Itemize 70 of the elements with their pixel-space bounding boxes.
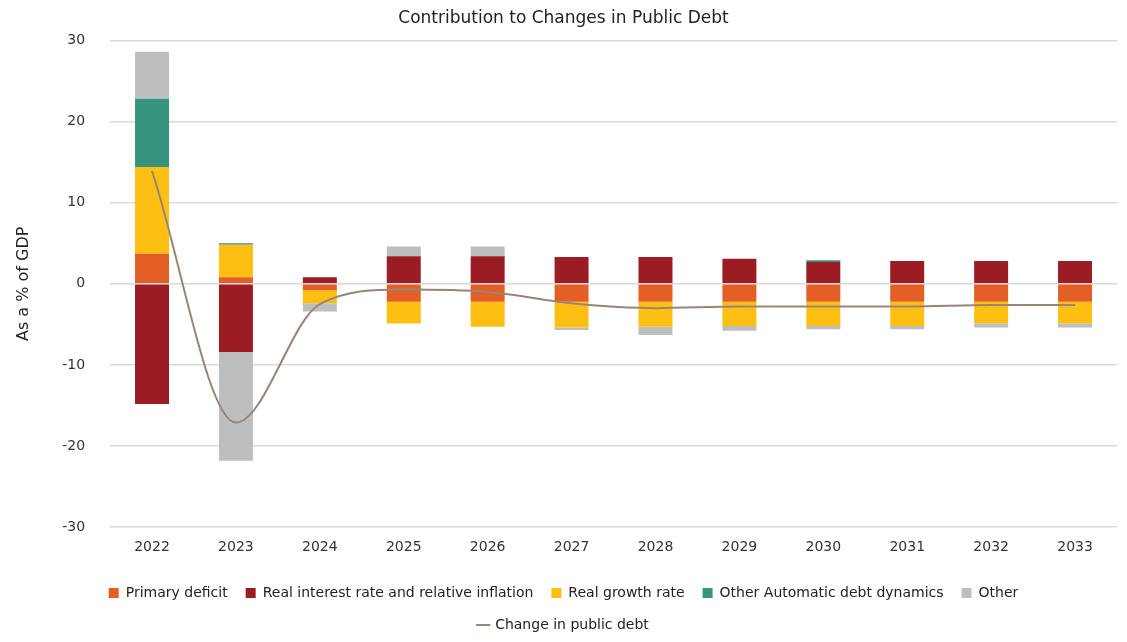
legend-label: Other xyxy=(978,583,1019,600)
bar xyxy=(554,284,589,302)
bar xyxy=(218,277,253,284)
bar xyxy=(135,284,170,404)
bar xyxy=(135,98,170,167)
y-tick-label: 10 xyxy=(67,193,86,210)
bar xyxy=(386,301,421,324)
bar xyxy=(722,284,757,302)
bar xyxy=(722,325,757,331)
y-tick-label: 20 xyxy=(67,112,86,129)
bar xyxy=(638,257,673,284)
legend-label: Change in public debt xyxy=(495,615,650,632)
x-tick-label: 2025 xyxy=(385,538,422,555)
bar xyxy=(974,323,1009,328)
legend-label: Other Automatic debt dynamics xyxy=(719,583,944,600)
y-tick-label: -10 xyxy=(62,355,86,372)
bar xyxy=(974,301,1009,324)
bar xyxy=(638,326,673,335)
x-tick-label: 2022 xyxy=(134,538,170,555)
bar xyxy=(386,256,421,284)
y-axis-title: As a % of GDP xyxy=(12,226,32,342)
x-tick-label: 2033 xyxy=(1057,538,1093,555)
x-tick-label: 2024 xyxy=(302,538,338,555)
x-tick-label: 2032 xyxy=(973,538,1009,555)
y-tick-label: -30 xyxy=(62,517,86,534)
bar xyxy=(890,261,925,284)
bar xyxy=(218,244,253,278)
bar xyxy=(554,257,589,284)
bar xyxy=(302,277,337,284)
bar xyxy=(218,351,253,461)
bar xyxy=(1058,323,1093,328)
bar xyxy=(554,301,589,328)
x-tick-label: 2030 xyxy=(805,538,842,555)
bar xyxy=(135,253,170,284)
legend-label: Primary deficit xyxy=(125,583,229,600)
bar xyxy=(470,246,505,257)
y-tick-label: 0 xyxy=(76,274,86,291)
bar xyxy=(638,301,673,327)
bar xyxy=(470,256,505,284)
x-tick-label: 2027 xyxy=(553,538,590,555)
y-tick-label: -20 xyxy=(62,436,86,453)
x-tick-label: 2026 xyxy=(469,538,506,555)
x-tick-label: 2028 xyxy=(637,538,674,555)
legend-label: Real growth rate xyxy=(568,583,685,600)
bar xyxy=(806,325,841,330)
bar xyxy=(470,301,505,327)
bar xyxy=(890,284,925,302)
legend-label: Real interest rate and relative inflation xyxy=(262,583,534,600)
bar xyxy=(806,261,841,284)
bar xyxy=(638,284,673,302)
x-tick-label: 2031 xyxy=(889,538,926,555)
bar xyxy=(302,303,337,312)
bar xyxy=(890,325,925,330)
bar xyxy=(135,51,170,99)
bar xyxy=(386,246,421,257)
bar xyxy=(1058,301,1093,324)
bar xyxy=(302,290,337,304)
bar xyxy=(1058,284,1093,302)
bar xyxy=(135,166,170,254)
chart-title: Contribution to Changes in Public Debt xyxy=(398,6,730,27)
bar xyxy=(974,284,1009,302)
bar xyxy=(806,284,841,302)
bar xyxy=(722,258,757,284)
x-tick-label: 2029 xyxy=(721,538,758,555)
x-tick-label: 2023 xyxy=(218,538,254,555)
bar xyxy=(1058,261,1093,284)
bar xyxy=(974,261,1009,284)
bar xyxy=(218,284,253,352)
y-tick-label: 30 xyxy=(67,31,86,48)
line-series xyxy=(151,170,1077,424)
